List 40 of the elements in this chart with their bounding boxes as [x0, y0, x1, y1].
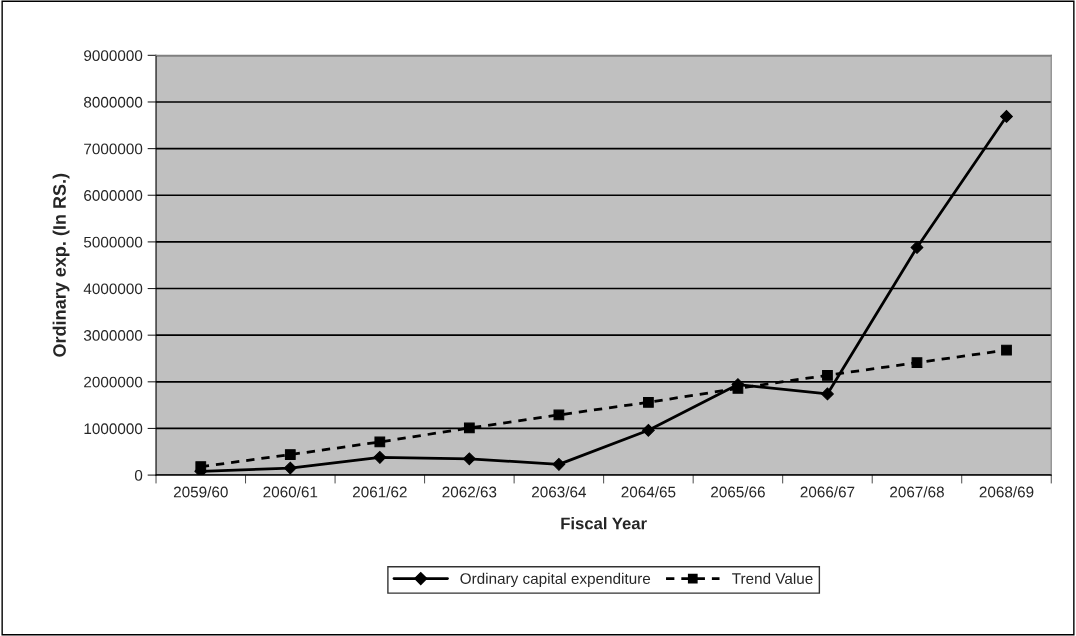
point [910, 241, 924, 254]
point [1001, 344, 1012, 356]
x-tick-label: 2063/64 [532, 486, 587, 498]
y-tick-label: 4000000 [83, 283, 143, 295]
x-tick-label: 2067/68 [890, 486, 944, 498]
point [284, 449, 296, 460]
point [552, 457, 566, 471]
y-tick-label: 3000000 [83, 330, 143, 341]
point [373, 450, 387, 464]
x-axis-title: Fiscal Year [561, 517, 647, 530]
y-tick-label: 1000000 [84, 423, 143, 435]
point [462, 452, 476, 466]
point [911, 357, 923, 369]
point [463, 422, 475, 434]
x-tick-label: 2060/61 [263, 486, 318, 498]
y-tick-label: 8000000 [84, 96, 143, 108]
y-axis-title: Ordinary exp. (In RS.) [52, 173, 70, 357]
point [822, 369, 833, 381]
x-tick-label: 2059/60 [173, 486, 228, 498]
point [553, 409, 565, 421]
y-tick-label: 9000000 [84, 50, 143, 62]
x-tick-label: 2066/67 [800, 486, 855, 498]
x-tick-label: 2068/69 [979, 486, 1034, 498]
point [641, 423, 655, 437]
point [283, 461, 297, 475]
point [1000, 110, 1013, 123]
legend-label: Trend Value [732, 572, 813, 585]
y-tick-label: 6000000 [84, 190, 143, 201]
point [821, 387, 834, 401]
x-tick-label: 2064/65 [621, 486, 676, 498]
x-tick-label: 2061/62 [352, 486, 407, 498]
x-tick-label: 2062/63 [442, 486, 497, 498]
point [643, 396, 654, 408]
x-tick-label: 2065/66 [711, 486, 765, 498]
y-tick-label: 2000000 [84, 376, 143, 388]
y-tick-label: 7000000 [84, 143, 143, 155]
point [374, 436, 386, 448]
y-tick-label: 0 [134, 469, 143, 481]
legend-label: Ordinary capital expenditure [460, 572, 651, 588]
y-tick-label: 5000000 [83, 236, 143, 248]
